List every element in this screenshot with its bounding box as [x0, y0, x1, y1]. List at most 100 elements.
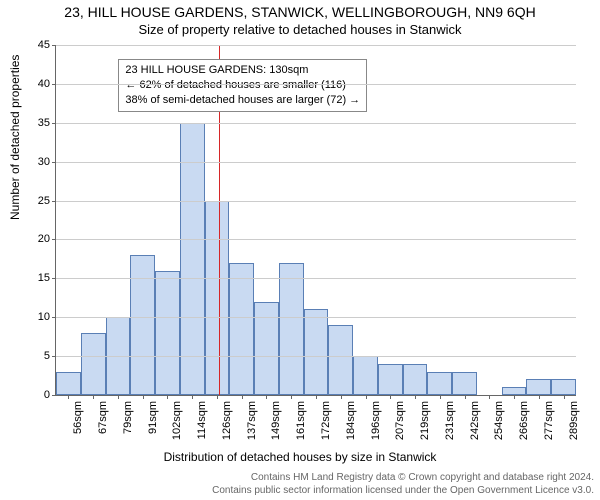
annotation-line-2: ← 62% of detached houses are smaller (11… — [125, 78, 360, 93]
y-tick-label: 20 — [38, 233, 50, 245]
x-tick-mark — [514, 395, 515, 399]
x-tick-mark — [217, 395, 218, 399]
histogram-bar — [551, 379, 576, 395]
y-tick-mark — [52, 201, 56, 202]
y-tick-mark — [52, 45, 56, 46]
x-tick-mark — [390, 395, 391, 399]
x-tick-label: 242sqm — [469, 401, 481, 440]
annotation-box: 23 HILL HOUSE GARDENS: 130sqm ← 62% of d… — [118, 59, 367, 112]
x-tick-label: 137sqm — [246, 401, 258, 440]
x-tick-mark — [192, 395, 193, 399]
x-axis-label: Distribution of detached houses by size … — [0, 450, 600, 464]
histogram-bar — [279, 263, 304, 395]
annotation-line-3: 38% of semi-detached houses are larger (… — [125, 93, 360, 108]
x-tick-mark — [291, 395, 292, 399]
histogram-bar — [155, 271, 180, 395]
x-tick-mark — [118, 395, 119, 399]
y-tick-mark — [52, 162, 56, 163]
y-tick-label: 25 — [38, 195, 50, 207]
x-tick-mark — [266, 395, 267, 399]
x-tick-mark — [167, 395, 168, 399]
y-axis-label: Number of detached properties — [8, 55, 22, 220]
x-tick-label: 79sqm — [122, 401, 134, 434]
footer-line-1: Contains HM Land Registry data © Crown c… — [212, 472, 594, 485]
y-tick-label: 5 — [44, 350, 50, 362]
y-tick-mark — [52, 278, 56, 279]
x-tick-mark — [366, 395, 367, 399]
x-tick-label: 126sqm — [221, 401, 233, 440]
x-tick-mark — [564, 395, 565, 399]
histogram-bar — [81, 333, 106, 395]
x-tick-label: 161sqm — [295, 401, 307, 440]
x-tick-mark — [465, 395, 466, 399]
x-tick-mark — [539, 395, 540, 399]
histogram-bar — [180, 123, 205, 395]
x-tick-mark — [143, 395, 144, 399]
x-tick-label: 56sqm — [72, 401, 84, 434]
x-tick-label: 172sqm — [320, 401, 332, 440]
histogram-bar — [378, 364, 403, 395]
y-gridline — [56, 84, 576, 85]
histogram-bar — [427, 372, 452, 395]
y-gridline — [56, 278, 576, 279]
y-tick-label: 45 — [38, 39, 50, 51]
histogram-bar — [56, 372, 81, 395]
x-tick-mark — [489, 395, 490, 399]
y-gridline — [56, 162, 576, 163]
x-tick-mark — [68, 395, 69, 399]
histogram-bar — [205, 201, 230, 395]
annotation-line-1: 23 HILL HOUSE GARDENS: 130sqm — [125, 63, 360, 78]
x-tick-label: 254sqm — [493, 401, 505, 440]
y-gridline — [56, 356, 576, 357]
footer-line-2: Contains public sector information licen… — [212, 485, 594, 498]
title-main: 23, HILL HOUSE GARDENS, STANWICK, WELLIN… — [0, 4, 600, 20]
y-tick-mark — [52, 84, 56, 85]
y-tick-label: 35 — [38, 117, 50, 129]
x-tick-mark — [440, 395, 441, 399]
footer: Contains HM Land Registry data © Crown c… — [212, 472, 594, 497]
x-tick-label: 67sqm — [97, 401, 109, 434]
x-tick-label: 196sqm — [370, 401, 382, 440]
x-tick-label: 219sqm — [419, 401, 431, 440]
x-tick-mark — [316, 395, 317, 399]
title-sub: Size of property relative to detached ho… — [0, 22, 600, 37]
histogram-bar — [130, 255, 155, 395]
y-gridline — [56, 201, 576, 202]
histogram-bar — [229, 263, 254, 395]
x-tick-mark — [415, 395, 416, 399]
x-tick-mark — [93, 395, 94, 399]
y-tick-mark — [52, 356, 56, 357]
y-tick-label: 10 — [38, 311, 50, 323]
y-tick-label: 0 — [44, 389, 50, 401]
histogram-bar — [452, 372, 477, 395]
x-tick-label: 289sqm — [568, 401, 580, 440]
chart-container: 23, HILL HOUSE GARDENS, STANWICK, WELLIN… — [0, 0, 600, 500]
y-tick-mark — [52, 123, 56, 124]
x-tick-mark — [341, 395, 342, 399]
y-gridline — [56, 317, 576, 318]
y-tick-label: 30 — [38, 156, 50, 168]
x-tick-label: 114sqm — [196, 401, 208, 439]
y-gridline — [56, 45, 576, 46]
y-tick-label: 40 — [38, 78, 50, 90]
y-tick-label: 15 — [38, 272, 50, 284]
x-tick-label: 149sqm — [270, 401, 282, 440]
histogram-bar — [502, 387, 527, 395]
histogram-bar — [304, 309, 329, 395]
histogram-bar — [526, 379, 551, 395]
y-tick-mark — [52, 239, 56, 240]
histogram-bar — [328, 325, 353, 395]
y-gridline — [56, 239, 576, 240]
x-tick-label: 184sqm — [345, 401, 357, 440]
x-tick-mark — [242, 395, 243, 399]
x-tick-label: 231sqm — [444, 401, 456, 440]
x-tick-label: 102sqm — [171, 401, 183, 440]
plot-area: 23 HILL HOUSE GARDENS: 130sqm ← 62% of d… — [55, 45, 576, 396]
y-gridline — [56, 123, 576, 124]
histogram-bar — [254, 302, 279, 395]
histogram-bar — [403, 364, 428, 395]
x-tick-label: 277sqm — [543, 401, 555, 440]
y-tick-mark — [52, 317, 56, 318]
y-tick-mark — [52, 395, 56, 396]
histogram-bar — [353, 356, 378, 395]
